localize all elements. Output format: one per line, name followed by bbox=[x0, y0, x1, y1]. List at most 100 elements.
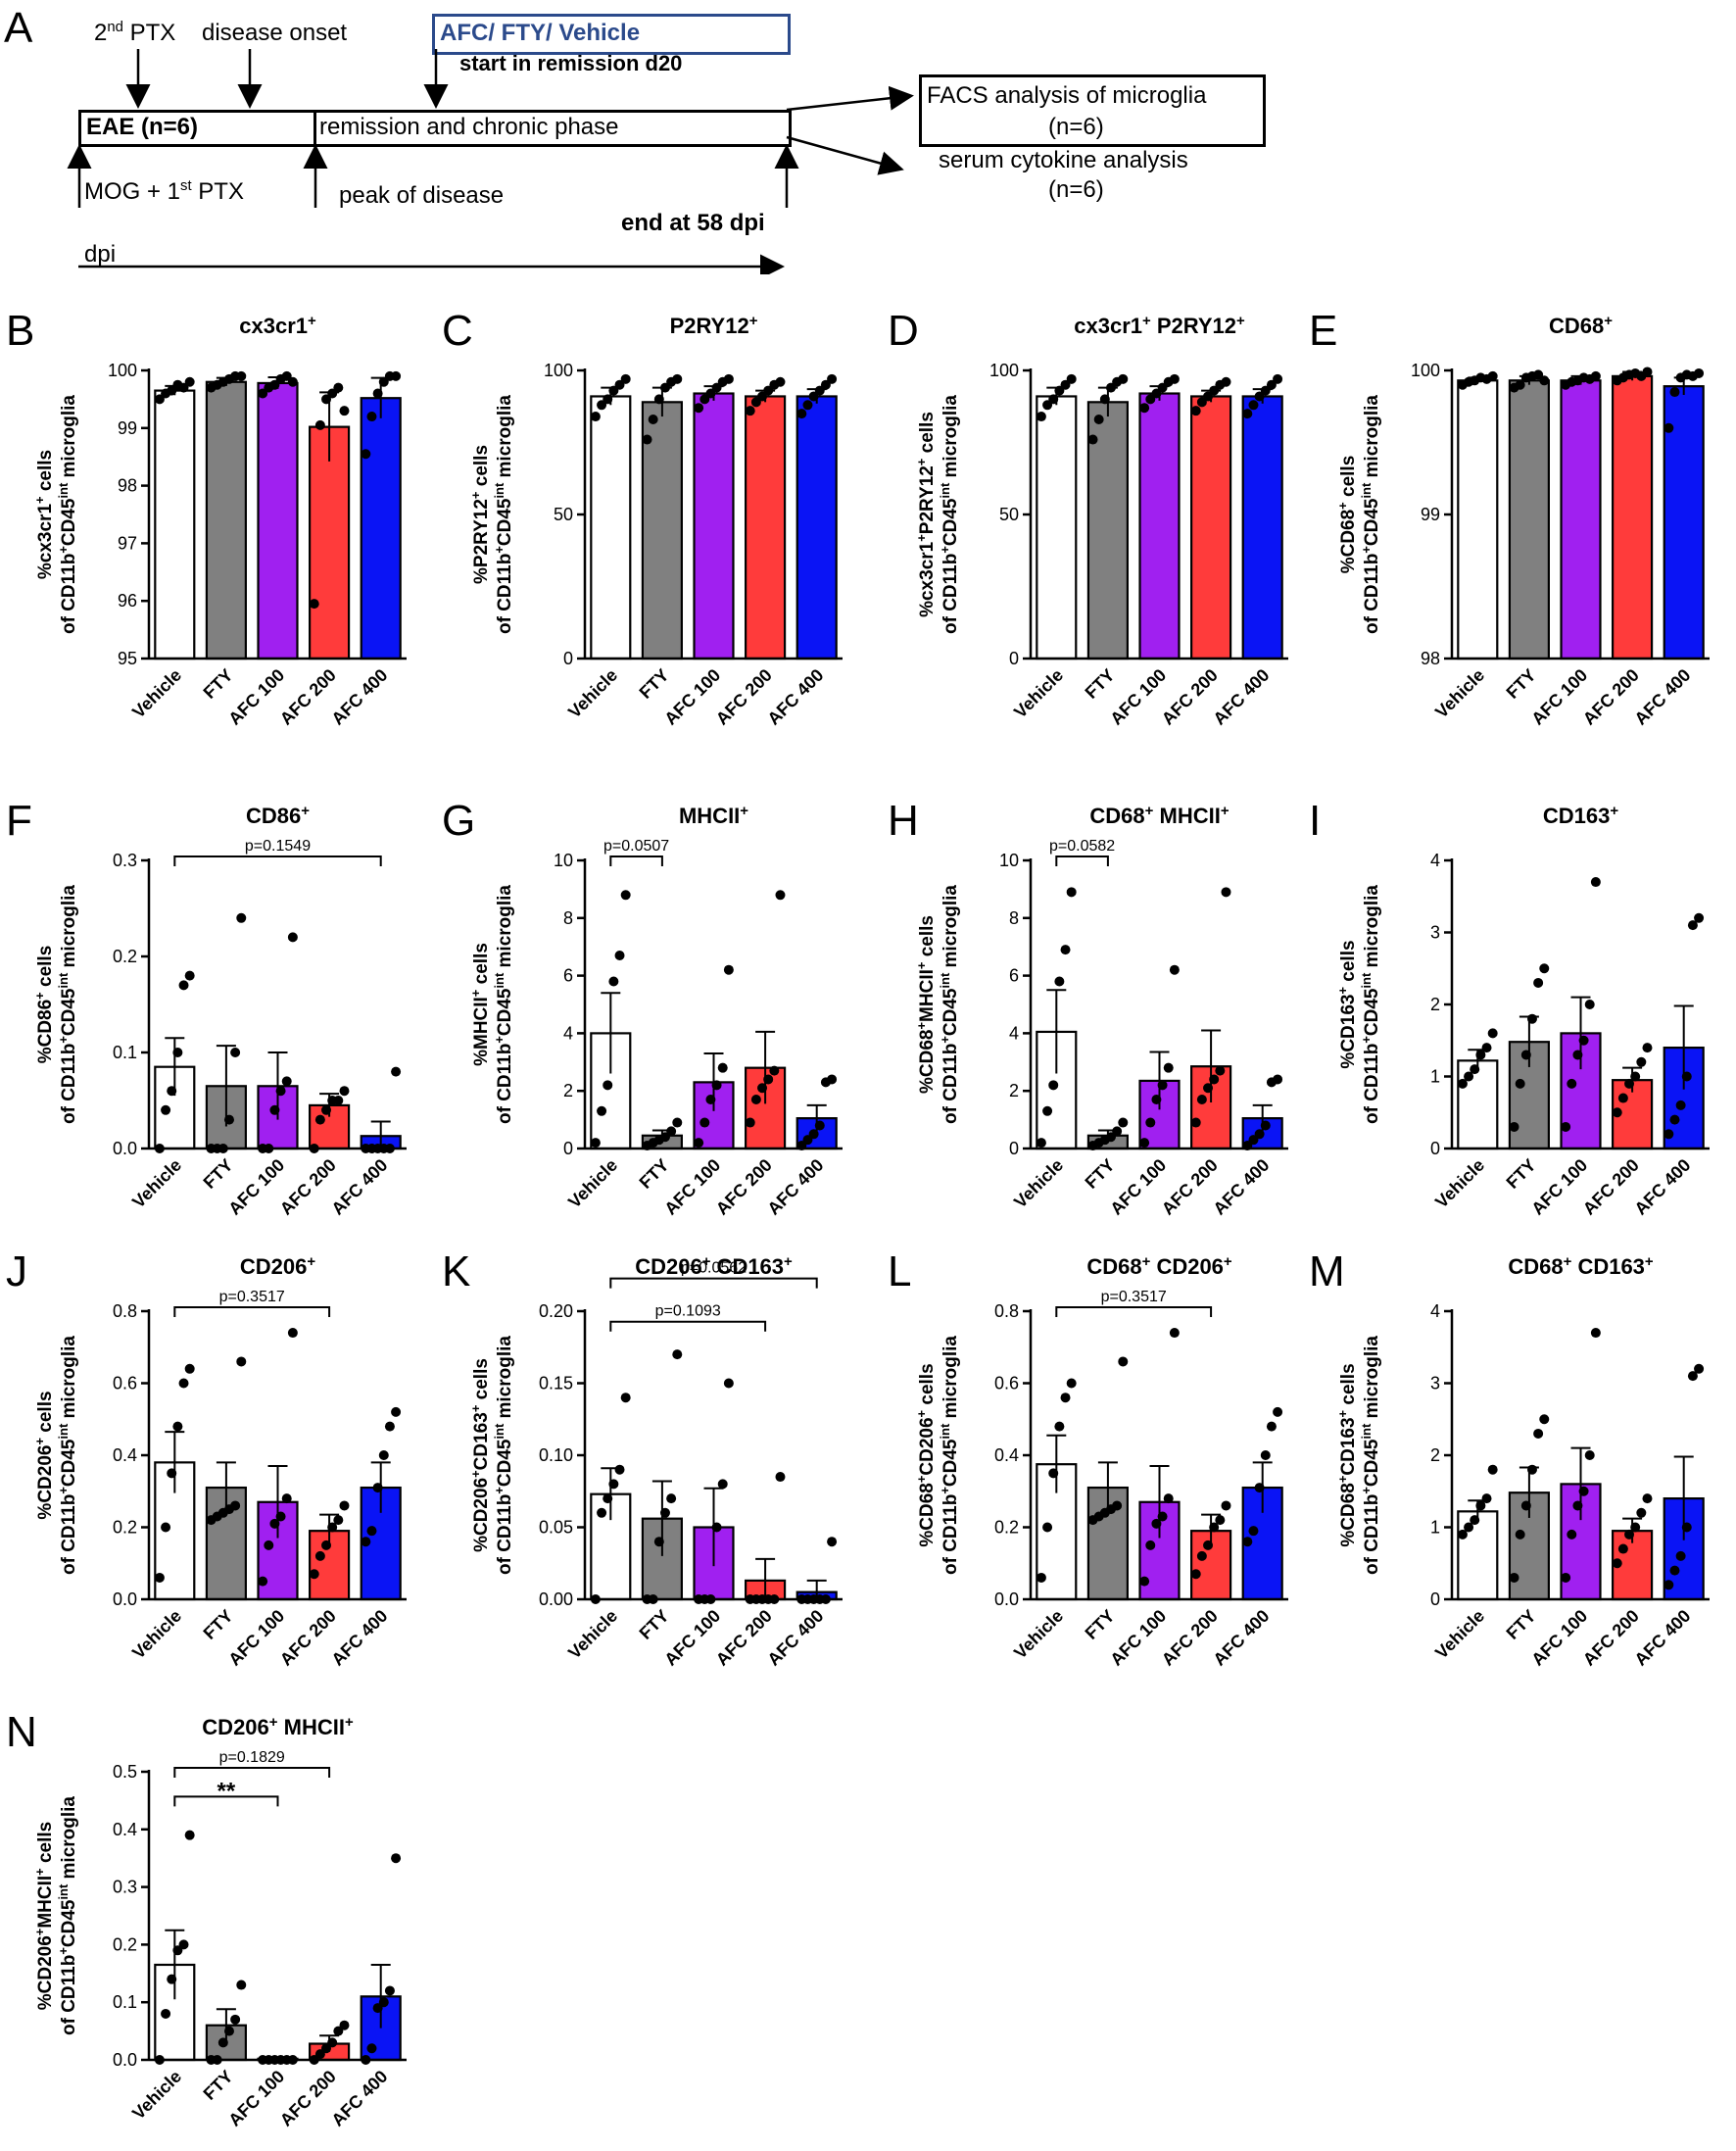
data-point bbox=[1515, 379, 1525, 390]
y-tick-label: 0 bbox=[563, 649, 573, 668]
y-tick-label: 98 bbox=[118, 476, 137, 496]
data-point bbox=[1578, 1035, 1589, 1046]
y-tick-label: 3 bbox=[1430, 1374, 1440, 1393]
data-point bbox=[167, 1086, 177, 1097]
data-point bbox=[597, 1105, 607, 1116]
y-tick-label: 0.2 bbox=[113, 1518, 137, 1538]
chart-title: CD68+ CD163+ bbox=[1508, 1253, 1654, 1280]
data-point bbox=[178, 980, 189, 991]
data-point bbox=[775, 1472, 786, 1483]
data-point bbox=[391, 370, 402, 381]
y-tick-label: 10 bbox=[999, 851, 1019, 870]
comparison-label: p=0.3517 bbox=[219, 1289, 285, 1305]
data-point bbox=[827, 1537, 838, 1547]
data-point bbox=[391, 1066, 402, 1077]
timeline-divider bbox=[313, 110, 316, 144]
x-tick-label: FTY bbox=[1503, 1606, 1540, 1643]
data-point bbox=[361, 1537, 371, 1547]
x-tick-label: AFC 200 bbox=[1579, 1155, 1643, 1219]
x-tick-label: FTY bbox=[1082, 1155, 1119, 1193]
data-point bbox=[1584, 1000, 1595, 1009]
x-tick-label: AFC 400 bbox=[763, 1606, 827, 1670]
data-point bbox=[1669, 1114, 1680, 1125]
data-point bbox=[1169, 964, 1180, 975]
data-point bbox=[321, 1540, 332, 1550]
data-point bbox=[796, 409, 807, 419]
y-tick-label: 8 bbox=[563, 908, 573, 928]
mog-label: MOG + 1st PTX bbox=[84, 178, 244, 205]
eae-label: EAE (n=6) bbox=[86, 114, 199, 140]
comparison-label: p=0.1549 bbox=[245, 838, 311, 855]
data-point bbox=[1572, 1500, 1583, 1511]
chart-title: cx3cr1+ bbox=[239, 313, 316, 339]
data-point bbox=[775, 376, 786, 387]
data-point bbox=[391, 1406, 402, 1417]
data-point bbox=[1681, 1522, 1692, 1533]
x-tick-label: AFC 200 bbox=[276, 1606, 340, 1670]
data-point bbox=[1118, 1356, 1129, 1367]
data-point bbox=[1036, 1138, 1046, 1149]
data-point bbox=[699, 1117, 710, 1128]
data-point bbox=[1520, 1050, 1531, 1060]
panel-label-n: N bbox=[6, 1708, 37, 1756]
bar-afc-100 bbox=[1560, 379, 1602, 660]
data-point bbox=[1578, 1486, 1589, 1496]
data-point bbox=[287, 376, 298, 387]
data-point bbox=[333, 382, 344, 393]
x-tick-label: AFC 400 bbox=[327, 665, 391, 729]
data-point bbox=[1254, 1129, 1265, 1140]
data-point bbox=[1066, 1378, 1077, 1389]
data-point bbox=[1539, 1414, 1550, 1425]
panel-label-c: C bbox=[442, 307, 473, 355]
y-axis-label-2: of CD11b+CD45int microglia bbox=[492, 1336, 516, 1575]
x-tick-label: AFC 400 bbox=[1209, 1155, 1273, 1219]
y-tick-label: 0.1 bbox=[113, 1992, 137, 2012]
y-axis-label: %MHCII+ cells bbox=[468, 943, 493, 1066]
timeline-arrows bbox=[67, 49, 914, 274]
data-point bbox=[694, 1138, 704, 1149]
data-point bbox=[1520, 1500, 1531, 1511]
y-axis-label-2: of CD11b+CD45int microglia bbox=[492, 885, 516, 1124]
y-tick-label: 0.1 bbox=[113, 1043, 137, 1062]
y-axis-label-2: of CD11b+CD45int microglia bbox=[56, 1336, 80, 1575]
data-point bbox=[1533, 977, 1544, 988]
data-point bbox=[321, 1104, 332, 1115]
y-tick-label: 0 bbox=[1430, 1589, 1440, 1609]
bar-afc-400 bbox=[796, 395, 838, 660]
data-point bbox=[1675, 1100, 1686, 1110]
data-point bbox=[590, 412, 601, 422]
x-tick-label: AFC 100 bbox=[1527, 1606, 1591, 1670]
x-tick-label: AFC 200 bbox=[276, 665, 340, 729]
data-point bbox=[1487, 1464, 1498, 1475]
x-tick-label: FTY bbox=[1082, 1606, 1119, 1643]
data-point bbox=[1642, 367, 1653, 377]
x-tick-label: AFC 100 bbox=[660, 665, 724, 729]
panel-label-i: I bbox=[1309, 797, 1321, 845]
data-point bbox=[745, 406, 755, 416]
data-point bbox=[1612, 1107, 1622, 1118]
y-tick-label: 0.2 bbox=[113, 1934, 137, 1954]
y-axis-label: %CD86+ cells bbox=[32, 946, 57, 1064]
y-tick-label: 0.8 bbox=[113, 1301, 137, 1321]
data-point bbox=[161, 2008, 171, 2019]
data-point bbox=[1533, 1428, 1544, 1439]
y-tick-label: 2 bbox=[563, 1081, 573, 1100]
data-point bbox=[711, 1522, 722, 1533]
y-tick-label: 2 bbox=[1009, 1081, 1019, 1100]
data-point bbox=[1273, 373, 1283, 384]
y-tick-label: 0.0 bbox=[994, 1589, 1019, 1609]
data-point bbox=[281, 1076, 292, 1087]
panel-label-a: A bbox=[4, 4, 33, 52]
bar-afc-200 bbox=[1612, 374, 1654, 660]
x-tick-label: AFC 100 bbox=[224, 1606, 288, 1670]
bar-afc-400 bbox=[1241, 395, 1283, 660]
data-point bbox=[230, 1500, 241, 1511]
data-point bbox=[184, 376, 195, 387]
comparison-bracket bbox=[173, 856, 382, 866]
data-point bbox=[309, 1569, 319, 1580]
data-point bbox=[1196, 1095, 1207, 1105]
y-tick-label: 96 bbox=[118, 591, 137, 611]
